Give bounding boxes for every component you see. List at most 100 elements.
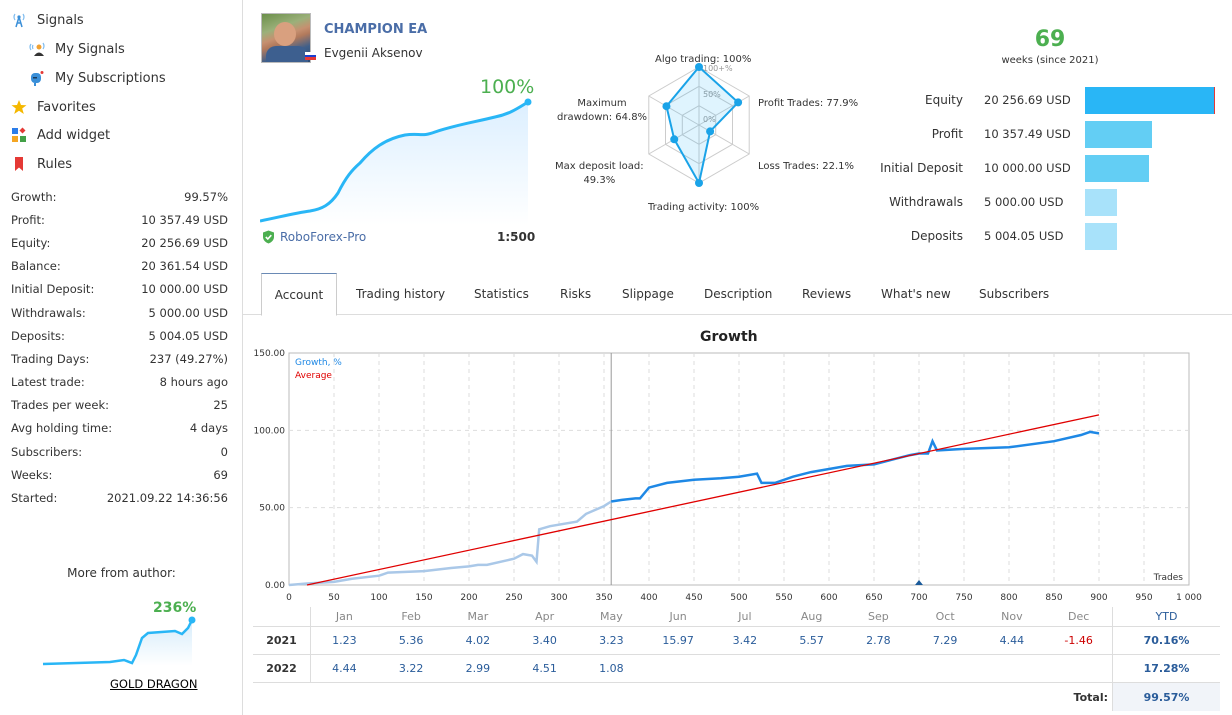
x-tick-label: 950 bbox=[1135, 593, 1152, 603]
growth-chart[interactable]: 0 50 100 150 200 250 300 350 400 450 500 550 600 650 7… bbox=[243, 345, 1232, 607]
now-marker-icon[interactable] bbox=[915, 580, 923, 585]
stat-row: Latest trade: 8 hours ago bbox=[11, 371, 228, 394]
signal-growth-chart[interactable] bbox=[260, 95, 535, 225]
nav-rules[interactable]: Rules bbox=[11, 156, 72, 172]
more-author-growth-chart[interactable] bbox=[40, 600, 200, 670]
broker-link[interactable]: RoboForex-Pro bbox=[262, 230, 366, 244]
radar-label-algo: Algo trading: 100% bbox=[655, 54, 752, 65]
x-tick-label: 450 bbox=[685, 593, 702, 603]
month-header: Dec bbox=[1067, 610, 1090, 623]
summary-bar-value: 5 000.00 USD bbox=[984, 195, 1064, 209]
stat-row: Balance: 20 361.54 USD bbox=[11, 255, 228, 278]
growth-line-history bbox=[288, 500, 612, 587]
radar-point[interactable] bbox=[662, 102, 671, 111]
radar-point[interactable] bbox=[695, 179, 703, 187]
stat-value: 99.57% bbox=[184, 189, 228, 204]
radar-label-activity: Trading activity: 100% bbox=[648, 202, 760, 213]
nav-label: Add widget bbox=[37, 127, 111, 143]
stats-list: Growth: 99.57% Profit: 10 357.49 USD Equity:… bbox=[11, 185, 228, 510]
x-tick-label: 800 bbox=[1000, 593, 1017, 603]
widget-icon bbox=[11, 127, 27, 143]
nav-my-subscriptions[interactable]: My Subscriptions bbox=[29, 70, 166, 86]
stat-value: 5 000.00 USD bbox=[148, 305, 228, 320]
tab-risks[interactable]: Risks bbox=[560, 287, 592, 301]
radar-point[interactable] bbox=[734, 98, 743, 107]
tab-description[interactable]: Description bbox=[704, 287, 773, 301]
x-tick-label: 750 bbox=[955, 593, 972, 603]
x-axis-label: Trades bbox=[1153, 573, 1184, 583]
radar-point[interactable] bbox=[706, 127, 715, 136]
month-value bbox=[1045, 655, 1112, 682]
tab-trading-history[interactable]: Trading history bbox=[356, 287, 446, 301]
radar-chart: 100+% 50% 0% Algo trading: 100% Profit Tra… bbox=[545, 40, 865, 220]
tab-subscribers[interactable]: Subscribers bbox=[979, 287, 1050, 301]
ytd-value: 70.16% bbox=[1112, 627, 1220, 654]
stat-value: 237 (49.27%) bbox=[149, 351, 228, 366]
signal-name[interactable]: CHAMPION EA bbox=[324, 22, 428, 37]
radar-point[interactable] bbox=[695, 63, 703, 71]
radar-spoke bbox=[648, 95, 700, 126]
bookmark-icon bbox=[11, 156, 27, 172]
summary-bar-row: Initial Deposit 10 000.00 USD bbox=[870, 153, 1220, 187]
month-header: Mar bbox=[467, 610, 489, 623]
nav-my-signals[interactable]: My Signals bbox=[29, 41, 125, 57]
radar-point[interactable] bbox=[670, 135, 679, 144]
tab-slippage[interactable]: Slippage bbox=[622, 287, 674, 301]
avatar-shirt bbox=[266, 46, 308, 62]
month-header: May bbox=[600, 610, 623, 623]
stat-row: Avg holding time: 4 days bbox=[11, 417, 228, 440]
star-icon bbox=[11, 99, 27, 115]
stat-label: Profit: bbox=[11, 212, 45, 227]
nav-signals[interactable]: Signals bbox=[11, 12, 84, 28]
table-row: 2022 4.44 3.22 2.99 4.51 1.08 17.28% bbox=[253, 655, 1220, 683]
summary-bar-row: Equity 20 256.69 USD bbox=[870, 85, 1220, 119]
mailbox-icon bbox=[29, 70, 45, 86]
month-header: Jul bbox=[738, 610, 752, 623]
stat-label: Subscribers: bbox=[11, 444, 83, 459]
stat-value: 5 004.05 USD bbox=[148, 328, 228, 343]
x-tick-label: 650 bbox=[865, 593, 882, 603]
summary-bars: Equity 20 256.69 USD Profit 10 357.49 USD In… bbox=[870, 85, 1220, 255]
legend-growth: Growth, % bbox=[295, 358, 342, 368]
tab-bar: Account Trading history Statistics Risks Sli… bbox=[243, 273, 1232, 316]
x-tick-label: 600 bbox=[820, 593, 837, 603]
x-tick-label: 1 000 bbox=[1176, 593, 1202, 603]
author-avatar[interactable] bbox=[261, 13, 311, 63]
stat-row: Profit: 10 357.49 USD bbox=[11, 208, 228, 231]
month-value: 3.23 bbox=[599, 634, 624, 647]
nav-favorites[interactable]: Favorites bbox=[11, 99, 96, 115]
month-value: 4.44 bbox=[332, 662, 357, 675]
stat-row: Weeks: 69 bbox=[11, 463, 228, 486]
stat-row: Trading Days: 237 (49.27%) bbox=[11, 347, 228, 370]
stat-label: Trading Days: bbox=[11, 351, 90, 366]
month-header: Jan bbox=[335, 610, 353, 623]
month-value: -1.46 bbox=[1064, 634, 1093, 647]
summary-bar-value: 10 000.00 USD bbox=[984, 161, 1071, 175]
radar-label-drawdown-line2: drawdown: 64.8% bbox=[557, 111, 648, 123]
x-tick-label: 550 bbox=[775, 593, 792, 603]
summary-bar bbox=[1085, 155, 1150, 182]
author-name[interactable]: Evgenii Aksenov bbox=[324, 46, 423, 60]
average-line bbox=[306, 414, 1100, 586]
tab-statistics[interactable]: Statistics bbox=[474, 287, 529, 301]
russia-flag-icon bbox=[305, 52, 316, 60]
radar-scale-label: 100+% bbox=[703, 64, 733, 73]
ytd-value: 17.28% bbox=[1112, 655, 1220, 682]
yearly-returns-table: Jan Feb Mar Apr May Jun Jul Aug Sep Oct Nov Dec YTD 2… bbox=[253, 607, 1220, 711]
stat-value: 8 hours ago bbox=[159, 375, 228, 390]
tab-account[interactable]: Account bbox=[261, 273, 337, 316]
stat-row: Withdrawals: 5 000.00 USD bbox=[11, 301, 228, 324]
month-value: 3.42 bbox=[732, 634, 758, 647]
x-tick-label: 150 bbox=[415, 593, 432, 603]
table-row: 2021 1.23 5.36 4.02 3.40 3.23 15.97 3.42 5.57 2.7… bbox=[253, 627, 1220, 655]
signal-chart-line bbox=[260, 100, 529, 223]
stat-label: Latest trade: bbox=[11, 375, 85, 390]
tab-what-s-new[interactable]: What's new bbox=[881, 287, 951, 301]
nav-add-widget[interactable]: Add widget bbox=[11, 127, 110, 143]
tab-reviews[interactable]: Reviews bbox=[802, 287, 852, 301]
stat-label: Started: bbox=[11, 491, 58, 506]
summary-bar bbox=[1085, 87, 1215, 114]
month-header: Feb bbox=[401, 610, 421, 623]
month-value: 4.51 bbox=[532, 662, 557, 675]
more-author-link[interactable]: GOLD DRAGON bbox=[110, 677, 198, 691]
